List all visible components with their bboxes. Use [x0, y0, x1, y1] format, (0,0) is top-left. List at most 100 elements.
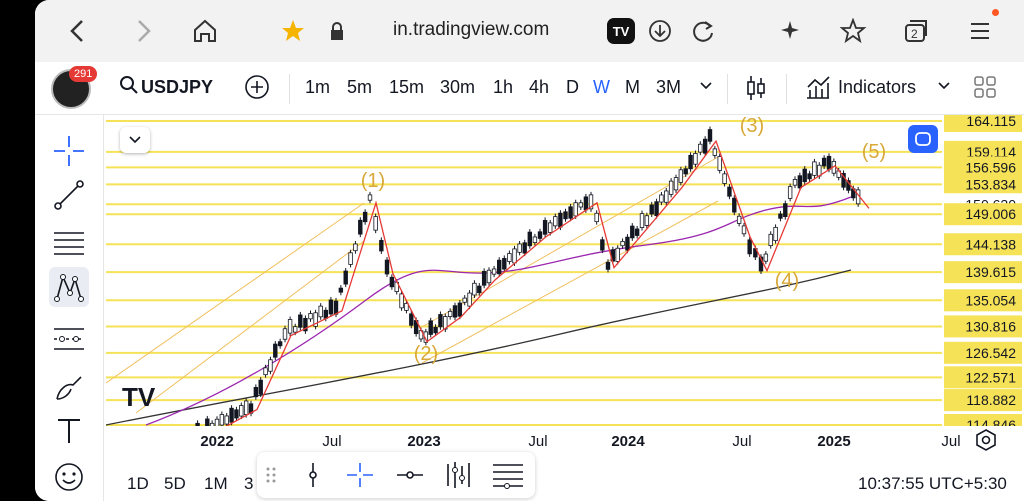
range-1m[interactable]: 1M [204, 474, 228, 493]
reload-icon[interactable] [686, 14, 720, 48]
candle-body [512, 248, 517, 264]
candle-body [778, 213, 783, 219]
clock-text[interactable]: 10:37:55 UTC+5:30 [858, 474, 1007, 493]
star-icon[interactable] [276, 14, 310, 48]
candle-body [537, 231, 543, 239]
settings-icon[interactable] [974, 428, 998, 457]
ma200-line [105, 269, 852, 426]
candle-body [758, 256, 764, 272]
horizontal-line-icon[interactable] [395, 461, 425, 494]
interval-30m[interactable]: 30m [440, 77, 476, 97]
crosshair-icon[interactable] [49, 131, 89, 171]
interval-w[interactable]: W [593, 77, 610, 97]
collapse-button[interactable] [120, 127, 150, 153]
candle-body [205, 418, 210, 433]
forecast-tool-icon[interactable] [49, 319, 89, 359]
candle-body [399, 293, 404, 309]
search-icon[interactable] [119, 75, 139, 100]
parallel-channel-icon[interactable] [443, 460, 473, 495]
fullscreen-button[interactable] [908, 125, 938, 153]
candle-body [664, 190, 669, 203]
candle-body [620, 241, 625, 247]
pattern-tool-icon[interactable] [49, 267, 89, 307]
symbol-name[interactable]: USDJPY [141, 77, 214, 97]
divider [727, 74, 728, 104]
candle-body [698, 143, 703, 153]
trendline-icon[interactable] [49, 175, 89, 215]
text-tool-icon[interactable] [49, 411, 89, 451]
interval-1h[interactable]: 1h [493, 77, 514, 97]
crosshair-icon[interactable] [345, 461, 375, 494]
candle-body [797, 175, 803, 189]
chevron-down-icon[interactable] [699, 76, 713, 97]
fib-levels-icon[interactable] [491, 461, 525, 494]
layout-grid-icon[interactable] [973, 75, 997, 104]
download-icon[interactable] [643, 14, 677, 48]
range-3[interactable]: 3 [244, 474, 254, 493]
candle-body [594, 212, 599, 223]
candle-body [486, 269, 492, 284]
sparkle-icon[interactable] [775, 14, 809, 48]
price-label-box [944, 389, 1022, 412]
interval-d[interactable]: D [566, 77, 579, 97]
candle-body [367, 194, 373, 201]
price-tick-label: 135.054 [965, 292, 1016, 308]
range-1d[interactable]: 1D [127, 474, 149, 493]
time-axis[interactable]: 2022 Jul 2023 Jul 2024 Jul 2025 Jul [106, 426, 1024, 454]
chart-canvas[interactable]: 164.115159.114156.596153.834150.620149.0… [105, 110, 1024, 463]
menu-icon[interactable] [963, 14, 997, 48]
indicators-icon[interactable] [805, 74, 831, 105]
price-tick-label: 144.138 [965, 236, 1016, 252]
candle-body [712, 148, 718, 156]
candles-type-icon[interactable] [745, 74, 767, 107]
price-tick-label: 118.882 [966, 392, 1016, 408]
price-tick-label: 126.542 [965, 345, 1016, 361]
price-label-box [944, 261, 1022, 284]
lock-icon [320, 14, 354, 48]
url-text[interactable]: in.tradingview.com [393, 19, 550, 40]
brush-icon[interactable] [49, 367, 89, 407]
interval-15m[interactable]: 15m [389, 77, 425, 97]
candle-body [447, 310, 453, 317]
price-label-box [944, 203, 1022, 226]
chevron-down-icon[interactable] [937, 76, 951, 97]
fib-levels-icon[interactable] [49, 223, 89, 263]
favorites-icon[interactable] [837, 14, 871, 48]
interval-5m[interactable]: 5m [347, 77, 373, 97]
interval-4h[interactable]: 4h [529, 77, 550, 97]
indicators-label[interactable]: Indicators [838, 77, 917, 97]
price-tick-label: 159.114 [966, 144, 1016, 160]
candle-body [258, 379, 263, 395]
candle-body [732, 197, 737, 213]
bottom-bar: 1D 5D 1M 3 10:37:55 UTC+5:30 [106, 454, 1024, 501]
candle-body [343, 270, 348, 285]
home-icon[interactable] [188, 14, 222, 48]
vertical-line-icon[interactable] [303, 461, 323, 494]
interval-m[interactable]: M [625, 77, 640, 97]
drag-handle-icon[interactable] [265, 465, 277, 490]
candle-body [298, 314, 303, 328]
interval-1m[interactable]: 1m [305, 77, 331, 97]
divider [289, 74, 290, 104]
candle-body [736, 215, 742, 224]
candle-body [328, 299, 334, 315]
compare-add-icon[interactable] [244, 74, 270, 105]
back-icon[interactable] [60, 14, 94, 48]
interval-3m[interactable]: 3M [656, 77, 682, 97]
candle-body [625, 236, 630, 251]
candle-body [452, 305, 458, 318]
price-tick-label: 122.571 [965, 369, 1016, 385]
candle-body [481, 270, 487, 286]
tabs-icon[interactable]: 2 [899, 14, 933, 48]
candle-body [673, 177, 679, 191]
forward-icon[interactable] [127, 14, 161, 48]
price-chart[interactable]: 164.115159.114156.596153.834150.620149.0… [105, 110, 1024, 463]
time-tick-label: 2024 [611, 433, 645, 450]
price-label-box [944, 315, 1022, 338]
candle-body [649, 204, 654, 215]
emoji-icon[interactable] [49, 457, 89, 497]
candle-body [282, 328, 288, 340]
price-label-box [944, 156, 1022, 179]
range-5d[interactable]: 5D [164, 474, 186, 493]
candle-body [502, 258, 507, 270]
